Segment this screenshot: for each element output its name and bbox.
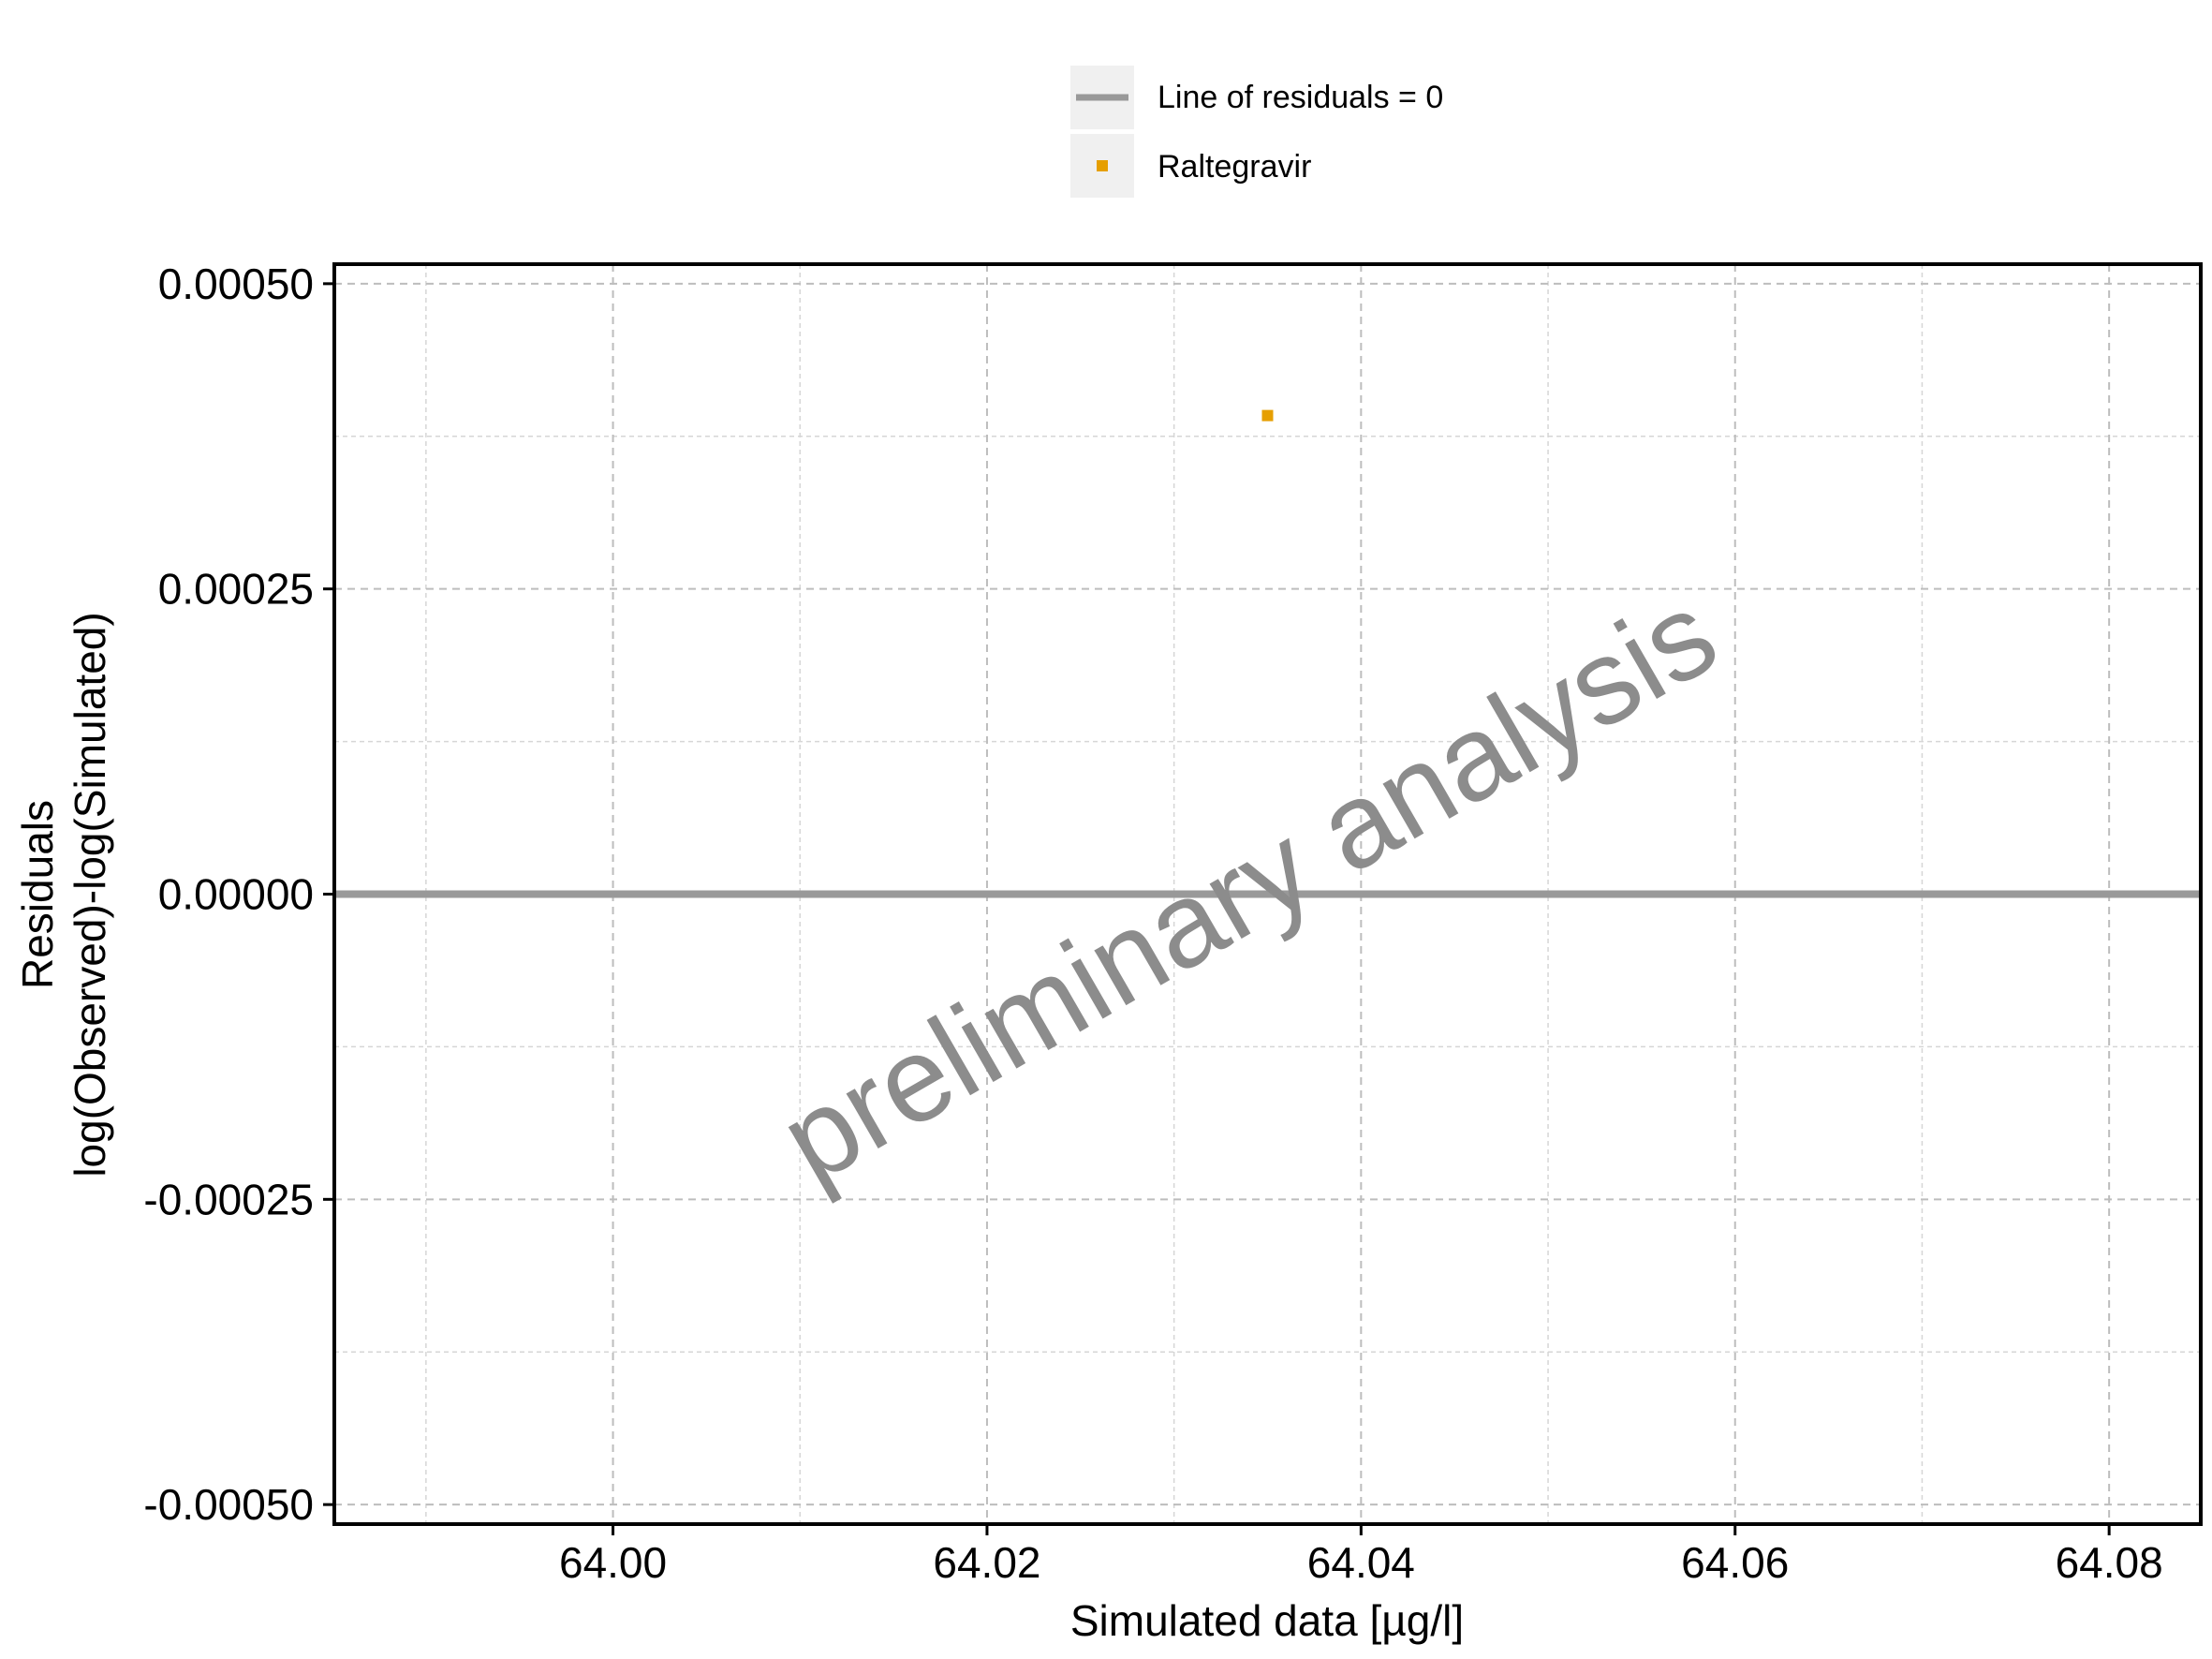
data-points [1261, 409, 1274, 422]
x-tick-label: 64.04 [1307, 1538, 1415, 1587]
legend-label-reference-line: Line of residuals = 0 [1158, 80, 1443, 115]
y-axis-title: Residuals log(Observed)-log(Simulated) [13, 612, 114, 1177]
y-axis: 0.00050 0.00025 0.00000 -0.00025 -0.00050 [143, 259, 334, 1529]
x-tick-label: 64.00 [559, 1538, 667, 1587]
y-tick-label: 0.00050 [158, 259, 314, 308]
data-point-raltegravir [1261, 409, 1274, 422]
x-tick-label: 64.02 [933, 1538, 1040, 1587]
y-axis-title-line-1: Residuals [13, 800, 62, 989]
legend-label-raltegravir: Raltegravir [1158, 149, 1311, 185]
watermark-text: preliminary analysis [759, 566, 1738, 1208]
y-tick-label: 0.00000 [158, 870, 314, 919]
legend-raltegravir-swatch [1097, 160, 1108, 171]
y-tick-label: 0.00025 [158, 565, 314, 614]
x-axis: 64.00 64.02 64.04 64.06 64.08 [559, 1524, 2163, 1587]
y-tick-label: -0.00025 [143, 1175, 314, 1223]
minor-gridlines [334, 264, 2201, 1524]
legend: Line of residuals = 0 Raltegravir [1070, 66, 1443, 198]
y-axis-title-line-2: log(Observed)-log(Simulated) [66, 612, 114, 1177]
y-tick-label: -0.00050 [143, 1480, 314, 1529]
x-tick-label: 64.06 [1681, 1538, 1789, 1587]
x-axis-title: Simulated data [µg/l] [1070, 1596, 1464, 1645]
x-tick-label: 64.08 [2056, 1538, 2163, 1587]
